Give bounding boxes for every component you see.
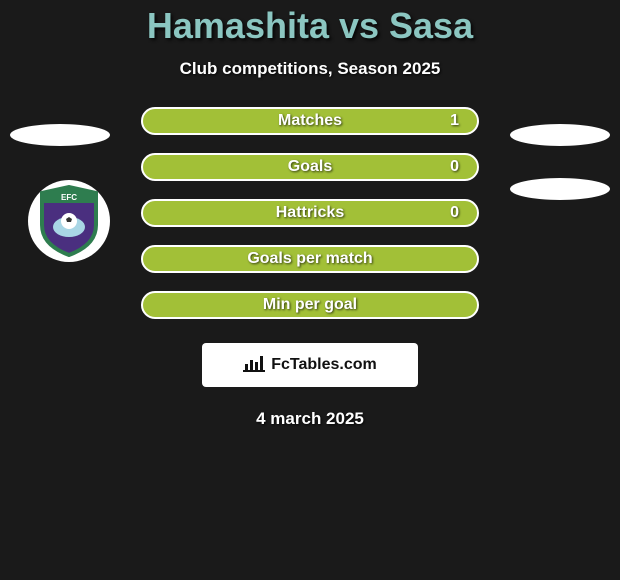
page-title: Hamashita vs Sasa xyxy=(147,5,473,47)
stat-row-goals-per-match: Goals per match xyxy=(141,245,479,273)
stat-row-hattricks: Hattricks 0 xyxy=(141,199,479,227)
player1-name: Hamashita xyxy=(147,5,329,46)
decorative-ellipse xyxy=(10,124,110,146)
subtitle: Club competitions, Season 2025 xyxy=(180,59,441,79)
stat-row-matches: Matches 1 xyxy=(141,107,479,135)
svg-text:EFC: EFC xyxy=(61,193,77,202)
stat-label: Goals per match xyxy=(247,250,372,268)
attribution-box[interactable]: FcTables.com xyxy=(202,343,418,387)
decorative-ellipse xyxy=(510,124,610,146)
stat-value: 0 xyxy=(450,158,459,176)
player2-name: Sasa xyxy=(389,5,473,46)
decorative-ellipse xyxy=(510,178,610,200)
stat-label: Goals xyxy=(288,158,332,176)
shield-icon: EFC xyxy=(38,185,100,257)
stat-row-min-per-goal: Min per goal xyxy=(141,291,479,319)
date-text: 4 march 2025 xyxy=(256,409,364,429)
stat-label: Min per goal xyxy=(263,296,357,314)
attribution-text: FcTables.com xyxy=(271,356,377,374)
stat-value: 1 xyxy=(450,112,459,130)
stat-label: Matches xyxy=(278,112,342,130)
stat-row-goals: Goals 0 xyxy=(141,153,479,181)
stat-value: 0 xyxy=(450,204,459,222)
vs-text: vs xyxy=(329,5,389,46)
chart-icon xyxy=(243,354,265,377)
club-badge: EFC xyxy=(28,180,110,262)
stat-label: Hattricks xyxy=(276,204,344,222)
